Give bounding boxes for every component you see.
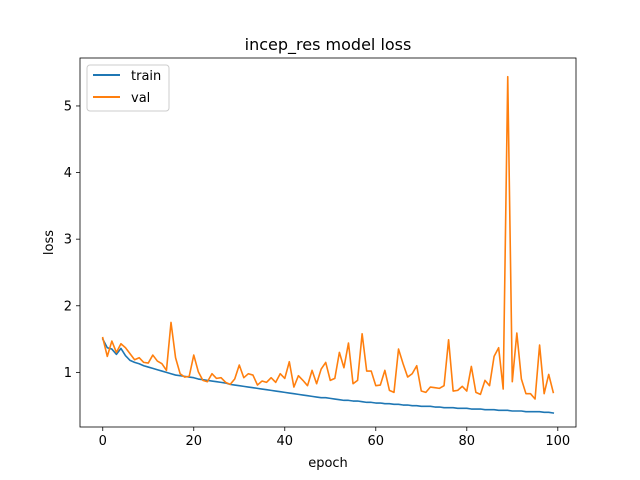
x-tick-label: 0 — [99, 434, 107, 449]
x-tick-label: 100 — [545, 434, 570, 449]
y-axis-label: loss — [42, 230, 57, 255]
x-tick-label: 40 — [276, 434, 293, 449]
x-tick-label: 20 — [185, 434, 202, 449]
y-tick-label: 2 — [64, 299, 72, 314]
y-tick-label: 4 — [64, 166, 72, 181]
legend: train val — [86, 64, 170, 112]
legend-box — [86, 64, 170, 112]
plot-frame — [79, 57, 577, 428]
series-line-val — [101, 75, 555, 400]
x-axis-ticks: 0 20 40 60 80 100 — [99, 427, 570, 449]
legend-train-label: train — [131, 69, 161, 84]
legend-val-label: val — [131, 91, 150, 106]
series-line-train — [101, 337, 555, 414]
y-axis-ticks: 1 2 3 4 5 — [64, 99, 80, 381]
x-tick-label: 80 — [459, 434, 476, 449]
chart-title: incep_res model loss — [245, 35, 412, 55]
x-axis-label: epoch — [308, 456, 348, 471]
y-tick-label: 5 — [64, 99, 72, 114]
series-layer — [101, 75, 555, 414]
y-tick-label: 3 — [64, 233, 72, 248]
y-tick-label: 1 — [64, 366, 72, 381]
x-tick-label: 60 — [368, 434, 385, 449]
